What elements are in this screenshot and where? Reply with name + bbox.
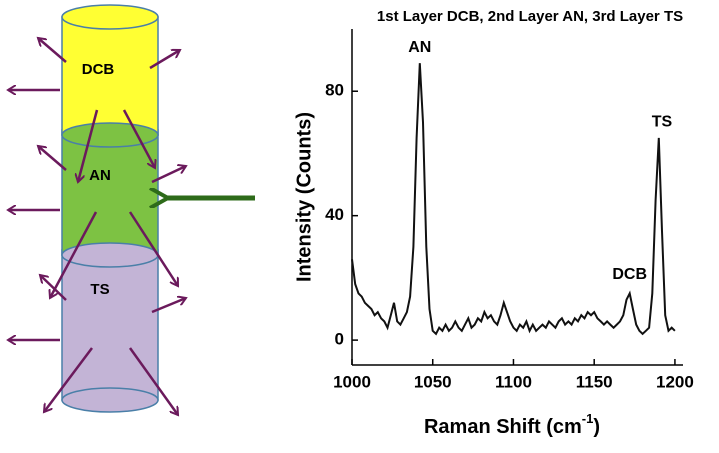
chart-title: 1st Layer DCB, 2nd Layer AN, 3rd Layer T… [377,8,683,25]
x-tick-label: 1050 [414,372,452,391]
x-tick-label: 1150 [576,372,613,391]
x-axis-label: Raman Shift (cm-1) [424,411,600,438]
x-tick-label: 1100 [495,372,532,391]
spectrum-line [351,63,676,336]
y-axis-label: Intensity (Counts) [293,112,315,282]
layer-label: TS [90,281,109,298]
peak-label: TS [652,114,673,131]
x-tick-label: 1200 [656,372,694,391]
y-tick-label: 40 [325,205,344,224]
peak-label: DCB [612,266,647,283]
layer-label: AN [89,167,111,184]
layer-label: DCB [82,61,115,78]
cylinder [61,4,159,413]
arrows [8,38,255,415]
y-tick-label: 80 [325,81,344,100]
x-label-text: Raman Shift (cm [424,416,582,438]
y-tick-label: 0 [335,330,344,349]
x-label-tail: ) [593,416,600,438]
x-tick-label: 1000 [333,372,371,391]
x-label-sup: -1 [582,411,594,426]
peak-label: AN [408,39,431,56]
